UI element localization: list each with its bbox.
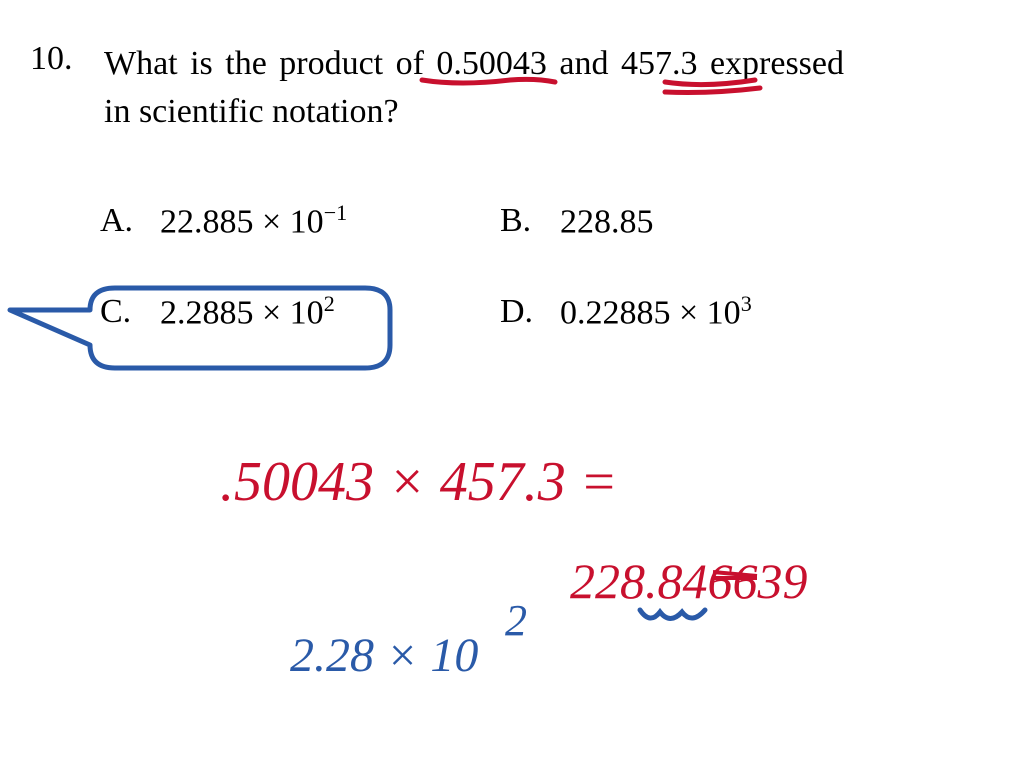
choice-d-letter: D. — [500, 293, 560, 331]
question-number: 10. — [30, 40, 100, 78]
q-prefix: What is the product of — [104, 45, 436, 82]
choice-a-value: 22.885 × 10−1 — [160, 200, 347, 241]
choice-c-letter: C. — [100, 293, 160, 331]
q-num1: 0.50043 — [436, 45, 547, 82]
choice-d: D. 0.22885 × 103 — [500, 291, 900, 332]
handwriting-0: .50043 × 457.3 = — [220, 450, 618, 514]
choice-b-base: 228.85 — [560, 203, 654, 240]
choice-row-1: A. 22.885 × 10−1 B. 228.85 — [100, 200, 900, 241]
choice-b-letter: B. — [500, 202, 560, 240]
q-num2: 457.3 — [621, 45, 698, 82]
choice-b: B. 228.85 — [500, 200, 900, 241]
handwriting-1: 228.846639 — [570, 552, 808, 610]
q-mid: and — [547, 45, 621, 82]
choice-b-value: 228.85 — [560, 200, 654, 241]
handwriting-2: 2 — [505, 595, 527, 646]
choice-a: A. 22.885 × 10−1 — [100, 200, 500, 241]
choice-c-exp: 2 — [324, 291, 335, 316]
question-block: 10. What is the product of 0.50043 and 4… — [30, 40, 880, 135]
choice-a-letter: A. — [100, 202, 160, 240]
choices-block: A. 22.885 × 10−1 B. 228.85 C. 2.2885 × 1… — [100, 200, 900, 383]
blue-squiggle — [640, 610, 705, 619]
choice-row-2: C. 2.2885 × 102 D. 0.22885 × 103 — [100, 291, 900, 332]
choice-d-base: 0.22885 × 10 — [560, 295, 741, 332]
question-text: What is the product of 0.50043 and 457.3… — [104, 40, 844, 135]
choice-d-exp: 3 — [741, 291, 752, 316]
choice-c-value: 2.2885 × 102 — [160, 291, 335, 332]
choice-a-exp: −1 — [324, 200, 348, 225]
choice-a-base: 22.885 × 10 — [160, 203, 324, 240]
choice-d-value: 0.22885 × 103 — [560, 291, 752, 332]
choice-c: C. 2.2885 × 102 — [100, 291, 500, 332]
choice-c-base: 2.2885 × 10 — [160, 295, 324, 332]
handwriting-3: 2.28 × 10 — [290, 628, 478, 683]
